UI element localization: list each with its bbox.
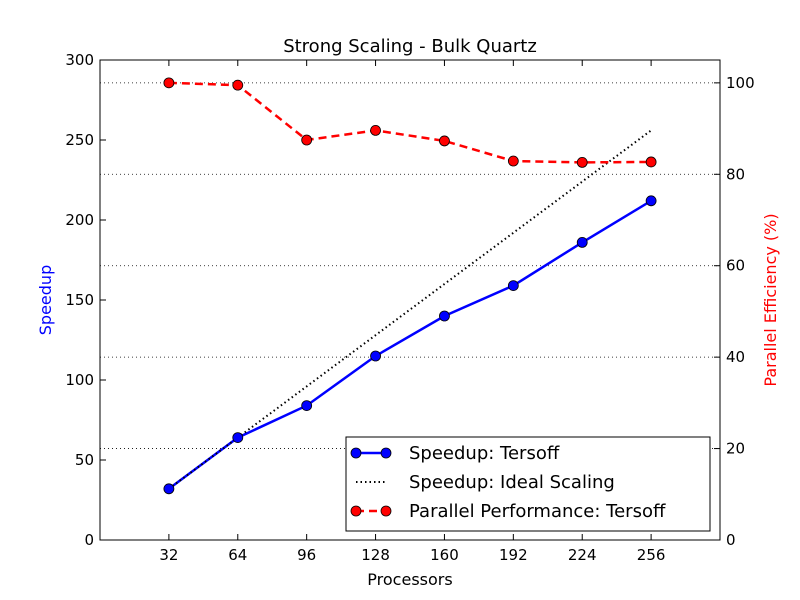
data-point-efficiency — [645, 156, 657, 168]
legend-marker-speedup-right — [380, 447, 392, 459]
legend-entry-efficiency: Parallel Performance: Tersoff — [350, 501, 666, 522]
legend-entry-speedup: Speedup: Tersoff — [350, 443, 560, 464]
data-point-speedup — [163, 483, 175, 495]
x-tick-label: 256 — [637, 546, 666, 564]
x-tick-label: 192 — [499, 546, 528, 564]
series-line-ideal — [168, 129, 652, 490]
data-point-efficiency — [301, 134, 313, 146]
data-point-efficiency — [232, 79, 244, 91]
data-point-speedup — [301, 400, 313, 412]
y-right-tick-label: 0 — [726, 531, 736, 549]
series-layer — [163, 77, 657, 495]
legend-marker-efficiency-right — [380, 505, 392, 517]
grid-lines — [100, 82, 720, 449]
y-left-tick-label: 50 — [75, 451, 94, 469]
legend-label-ideal: Speedup: Ideal Scaling — [409, 472, 615, 493]
legend-frame — [345, 436, 711, 532]
y-right-tick-label: 100 — [726, 74, 755, 92]
y-left-tick-label: 0 — [84, 531, 94, 549]
data-point-efficiency — [576, 156, 588, 168]
data-point-efficiency — [507, 155, 519, 167]
x-axis-label: Processors — [367, 570, 452, 589]
y-left-tick-label: 150 — [65, 291, 94, 309]
data-point-efficiency — [439, 135, 450, 147]
chart-title: Strong Scaling - Bulk Quartz — [283, 36, 537, 57]
legend-marker-speedup-left — [350, 447, 362, 459]
y-axis-label-right: Parallel Efficiency (%) — [761, 213, 780, 386]
y-left-tick-label: 250 — [65, 131, 94, 149]
legend-marker-efficiency-left — [350, 505, 362, 517]
data-point-speedup — [370, 350, 381, 362]
x-tick-label: 224 — [568, 546, 597, 564]
data-point-speedup — [576, 236, 588, 248]
data-point-speedup — [507, 280, 519, 292]
y-right-tick-label: 20 — [726, 440, 745, 458]
legend-label-efficiency: Parallel Performance: Tersoff — [409, 501, 666, 522]
y-right-tick-label: 80 — [726, 165, 745, 183]
series-line-speedup — [168, 199, 652, 490]
data-point-speedup — [439, 310, 450, 322]
data-point-efficiency — [163, 77, 175, 89]
series-line-efficiency — [168, 81, 652, 164]
legend-label-speedup: Speedup: Tersoff — [409, 443, 560, 464]
x-tick-label: 32 — [159, 546, 178, 564]
y-right-tick-label: 40 — [726, 348, 745, 366]
y-left-tick-label: 200 — [65, 211, 94, 229]
y-right-tick-label: 60 — [726, 257, 745, 275]
data-point-efficiency — [370, 124, 381, 136]
x-tick-label: 96 — [297, 546, 316, 564]
legend: Speedup: Tersoff Speedup: Ideal Scaling … — [345, 436, 711, 532]
y-left-tick-label: 100 — [65, 371, 94, 389]
y-left-tick-label: 300 — [65, 51, 94, 69]
x-tick-label: 64 — [228, 546, 247, 564]
x-tick-label: 160 — [430, 546, 459, 564]
y-axis-label-left: Speedup — [36, 265, 55, 335]
legend-entry-ideal: Speedup: Ideal Scaling — [356, 472, 615, 493]
ticks-layer: 32 64 96 128 160 192 224 256 0 50 100 150 200 250 300 0… — [65, 51, 754, 564]
data-point-speedup — [645, 195, 657, 207]
data-point-speedup — [232, 432, 244, 444]
x-tick-label: 128 — [361, 546, 390, 564]
